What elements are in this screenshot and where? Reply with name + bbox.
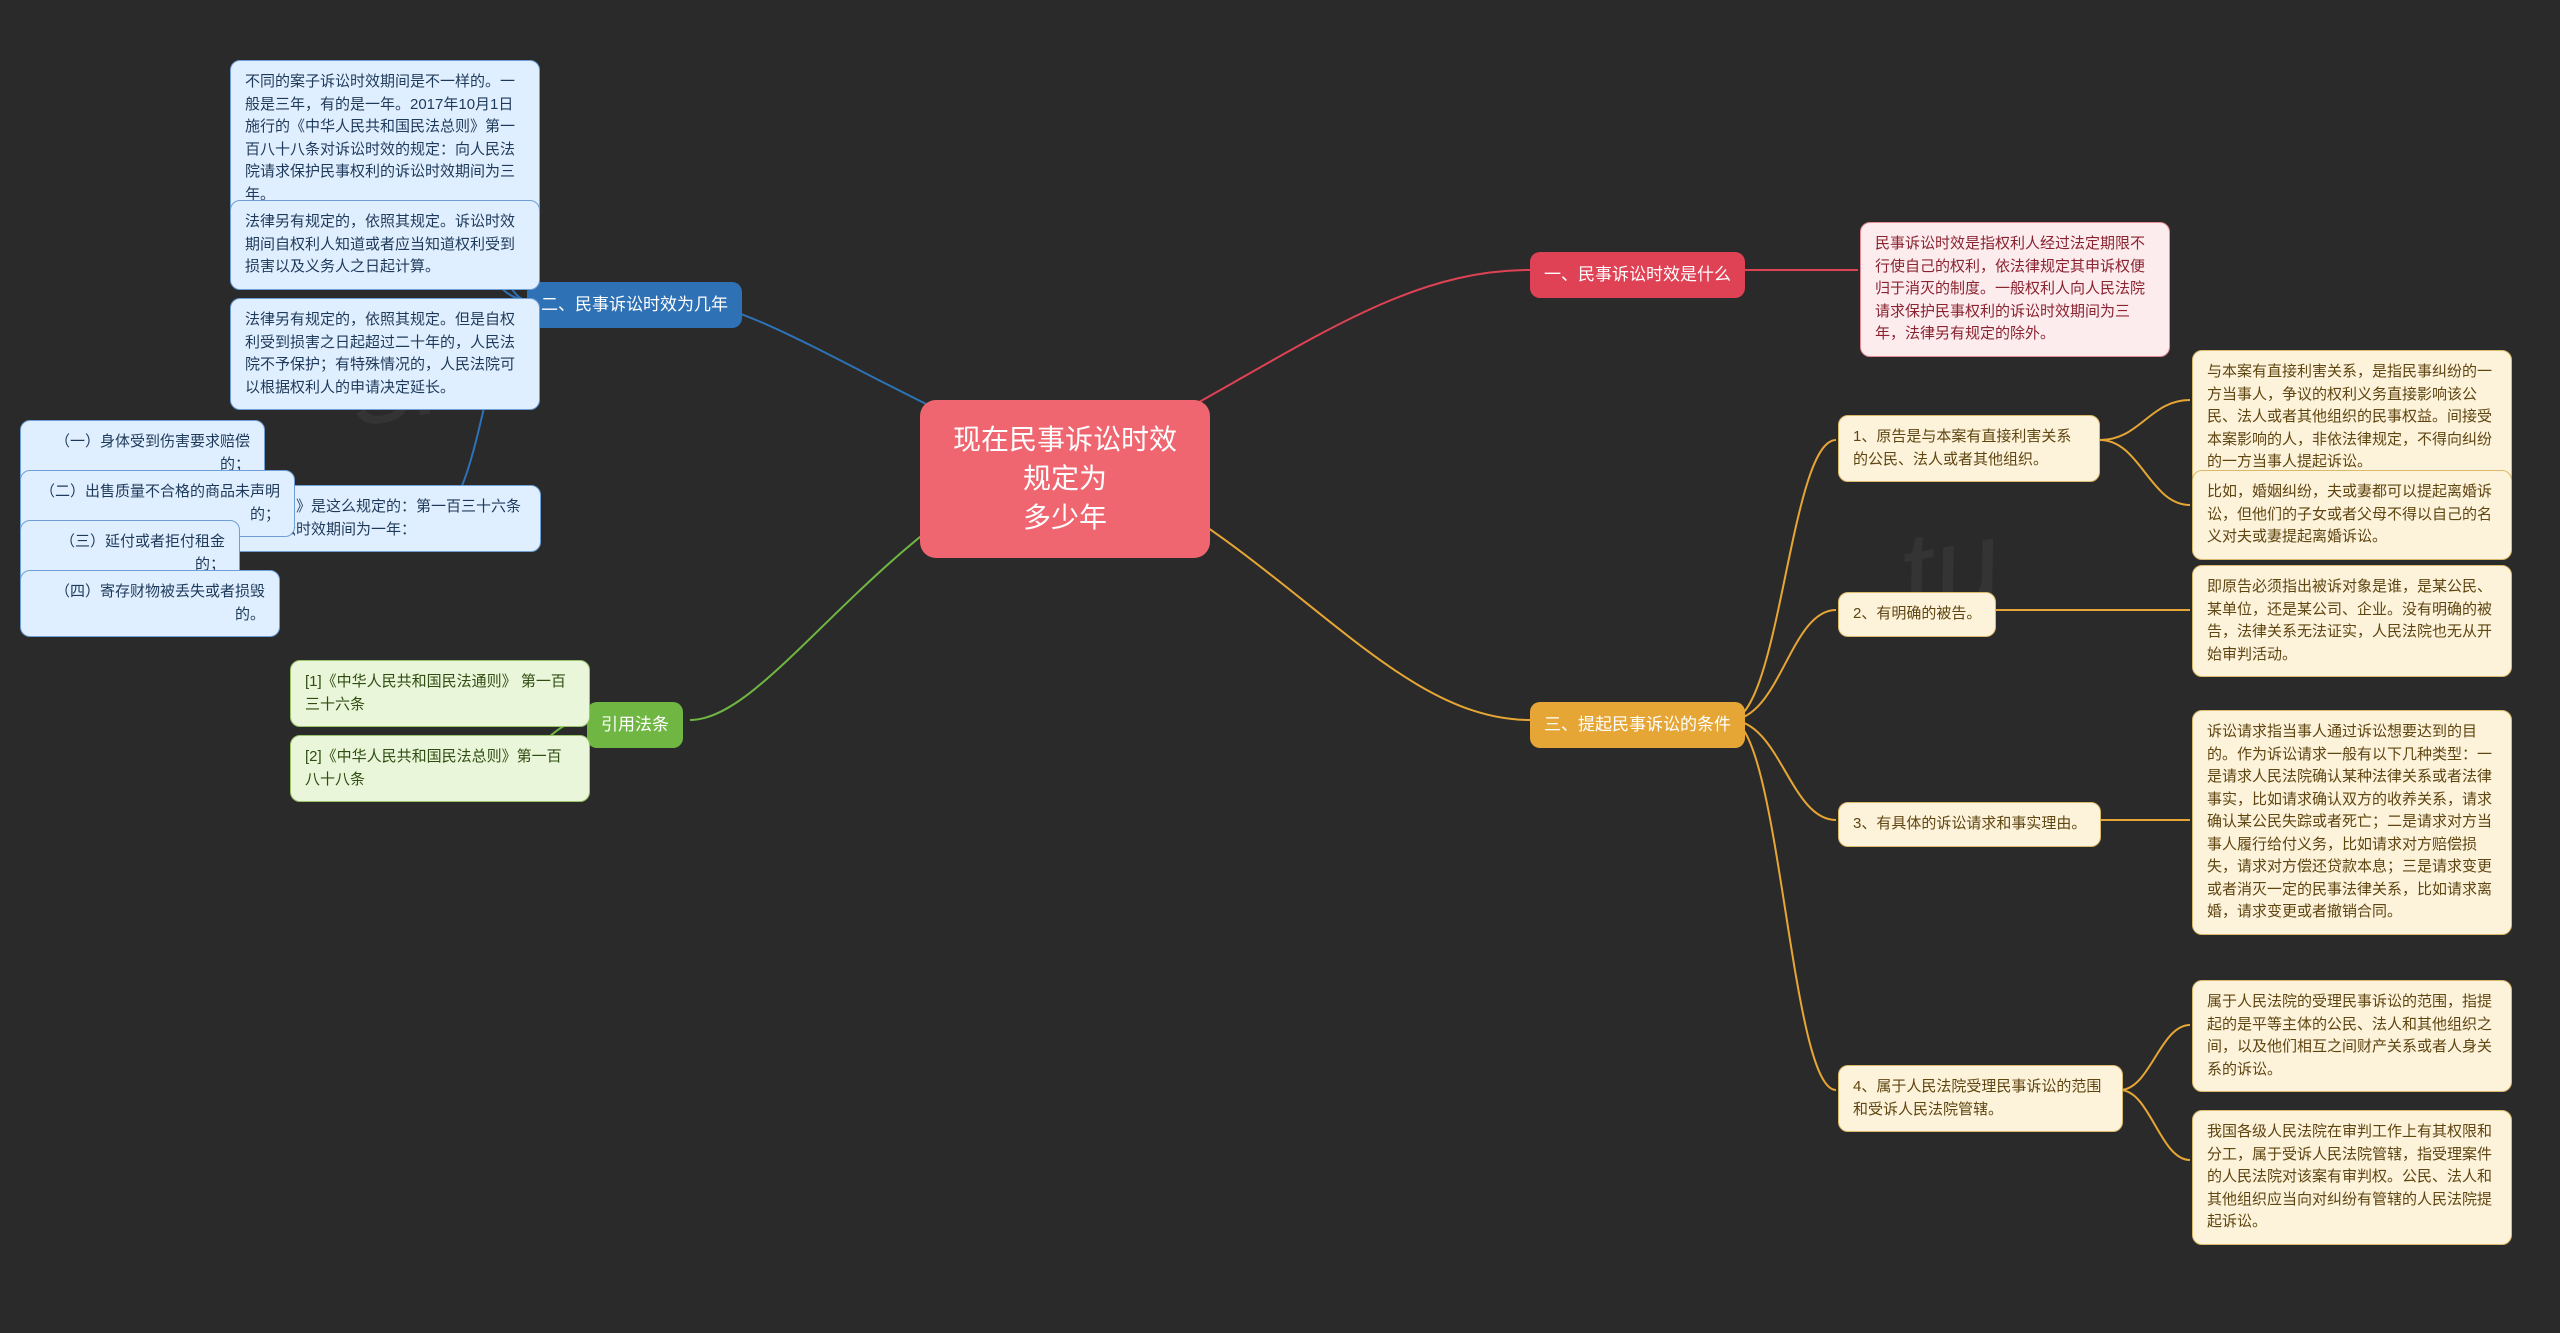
b3n2-text: 2、有明确的被告。 <box>1853 605 1981 622</box>
b2l2-text: 法律另有规定的，依照其规定。诉讼时效期间自权利人知道或者应当知道权利受到损害以及… <box>245 213 515 275</box>
branch-2[interactable]: 二、民事诉讼时效为几年 <box>527 282 742 328</box>
b3-n3[interactable]: 3、有具体的诉讼请求和事实理由。 <box>1838 802 2101 847</box>
b3n2a-text: 即原告必须指出被诉对象是谁，是某公民、某单位，还是某公司、企业。没有明确的被告，… <box>2207 578 2492 663</box>
branch-3[interactable]: 三、提起民事诉讼的条件 <box>1530 702 1745 748</box>
branch-3-title: 三、提起民事诉讼的条件 <box>1544 715 1731 734</box>
b2s2-text: （二）出售质量不合格的商品未声明的； <box>40 483 280 523</box>
b3n4a-text: 属于人民法院的受理民事诉讼的范围，指提起的是平等主体的公民、法人和其他组织之间，… <box>2207 993 2492 1078</box>
b2l3-text: 法律另有规定的，依照其规定。但是自权利受到损害之日起超过二十年的，人民法院不予保… <box>245 311 515 396</box>
branch-2-leaf-3[interactable]: 法律另有规定的，依照其规定。但是自权利受到损害之日起超过二十年的，人民法院不予保… <box>230 298 540 410</box>
b3n3-text: 3、有具体的诉讼请求和事实理由。 <box>1853 815 2086 832</box>
b4l1-text: [1]《中华人民共和国民法通则》 第一百三十六条 <box>305 673 566 713</box>
branch-2-sub-4[interactable]: （四）寄存财物被丢失或者损毁的。 <box>20 570 280 637</box>
branch-2-leaf-2[interactable]: 法律另有规定的，依照其规定。诉讼时效期间自权利人知道或者应当知道权利受到损害以及… <box>230 200 540 290</box>
branch-1-leaf-text: 民事诉讼时效是指权利人经过法定期限不行使自己的权利，依法律规定其申诉权便归于消灭… <box>1875 235 2145 342</box>
b3n1b-text: 比如，婚姻纠纷，夫或妻都可以提起离婚诉讼，但他们的子女或者父母不得以自己的名义对… <box>2207 483 2492 545</box>
b3-n4[interactable]: 4、属于人民法院受理民事诉讼的范围和受诉人民法院管辖。 <box>1838 1065 2123 1132</box>
b2s4-text: （四）寄存财物被丢失或者损毁的。 <box>55 583 265 623</box>
branch-4-title: 引用法条 <box>601 715 669 734</box>
b3-n2a[interactable]: 即原告必须指出被诉对象是谁，是某公民、某单位，还是某公司、企业。没有明确的被告，… <box>2192 565 2512 677</box>
b2s1-text: （一）身体受到伤害要求赔偿的； <box>55 433 250 473</box>
b3n1a-text: 与本案有直接利害关系，是指民事纠纷的一方当事人，争议的权利义务直接影响该公民、法… <box>2207 363 2492 470</box>
b3-n4b[interactable]: 我国各级人民法院在审判工作上有其权限和分工，属于受诉人民法院管辖，指受理案件的人… <box>2192 1110 2512 1245</box>
b3-n1a[interactable]: 与本案有直接利害关系，是指民事纠纷的一方当事人，争议的权利义务直接影响该公民、法… <box>2192 350 2512 485</box>
b3n4b-text: 我国各级人民法院在审判工作上有其权限和分工，属于受诉人民法院管辖，指受理案件的人… <box>2207 1123 2492 1230</box>
b3n3a-text: 诉讼请求指当事人通过诉讼想要达到的目的。作为诉讼请求一般有以下几种类型：一是请求… <box>2207 723 2492 920</box>
b3-n3a[interactable]: 诉讼请求指当事人通过诉讼想要达到的目的。作为诉讼请求一般有以下几种类型：一是请求… <box>2192 710 2512 935</box>
branch-1-leaf[interactable]: 民事诉讼时效是指权利人经过法定期限不行使自己的权利，依法律规定其申诉权便归于消灭… <box>1860 222 2170 357</box>
root-line1: 现在民事诉讼时效规定为 <box>953 424 1177 494</box>
b3-n2[interactable]: 2、有明确的被告。 <box>1838 592 1996 637</box>
branch-1[interactable]: 一、民事诉讼时效是什么 <box>1530 252 1745 298</box>
b3-n1b[interactable]: 比如，婚姻纠纷，夫或妻都可以提起离婚诉讼，但他们的子女或者父母不得以自己的名义对… <box>2192 470 2512 560</box>
branch-4-leaf-2[interactable]: [2]《中华人民共和国民法总则》第一百八十八条 <box>290 735 590 802</box>
b4l2-text: [2]《中华人民共和国民法总则》第一百八十八条 <box>305 748 562 788</box>
root-node[interactable]: 现在民事诉讼时效规定为 多少年 <box>920 400 1210 558</box>
b2l1-text: 不同的案子诉讼时效期间是不一样的。一般是三年，有的是一年。2017年10月1日施… <box>245 73 515 203</box>
branch-4-leaf-1[interactable]: [1]《中华人民共和国民法通则》 第一百三十六条 <box>290 660 590 727</box>
b3-n4a[interactable]: 属于人民法院的受理民事诉讼的范围，指提起的是平等主体的公民、法人和其他组织之间，… <box>2192 980 2512 1092</box>
b3n1-text: 1、原告是与本案有直接利害关系的公民、法人或者其他组织。 <box>1853 428 2071 468</box>
branch-1-title: 一、民事诉讼时效是什么 <box>1544 265 1731 284</box>
b2s3-text: （三）延付或者拒付租金的； <box>60 533 225 573</box>
branch-2-leaf-1[interactable]: 不同的案子诉讼时效期间是不一样的。一般是三年，有的是一年。2017年10月1日施… <box>230 60 540 217</box>
root-line2: 多少年 <box>1023 502 1107 533</box>
b3n4-text: 4、属于人民法院受理民事诉讼的范围和受诉人民法院管辖。 <box>1853 1078 2101 1118</box>
branch-4[interactable]: 引用法条 <box>587 702 683 748</box>
b3-n1[interactable]: 1、原告是与本案有直接利害关系的公民、法人或者其他组织。 <box>1838 415 2100 482</box>
branch-2-title: 二、民事诉讼时效为几年 <box>541 295 728 314</box>
